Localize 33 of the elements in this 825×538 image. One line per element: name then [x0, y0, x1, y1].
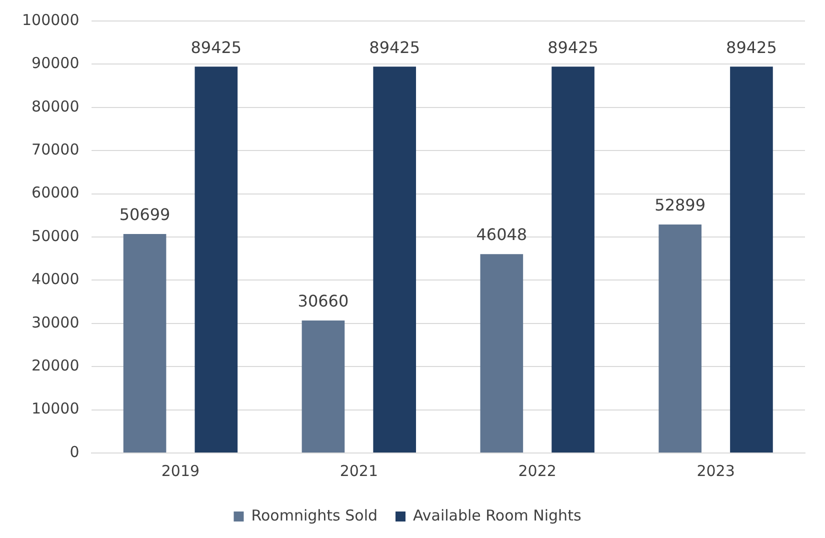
data-label: 46048	[476, 225, 528, 244]
bar	[658, 224, 702, 452]
data-label: 52899	[654, 196, 706, 215]
data-label: 89425	[548, 38, 598, 57]
x-tick-label: 2022	[518, 462, 556, 480]
x-tick-label: 2019	[161, 462, 200, 480]
y-tick-label: 60000	[32, 184, 80, 202]
y-tick-label: 100000	[22, 10, 80, 29]
bar	[123, 234, 166, 452]
bar	[480, 254, 524, 452]
y-tick-label: 0	[70, 442, 80, 461]
data-label: 89425	[190, 38, 242, 57]
data-label: 89425	[369, 38, 420, 57]
x-tick-label: 2021	[340, 462, 378, 480]
bar	[194, 66, 238, 452]
bar	[302, 320, 345, 452]
data-label: 50699	[119, 205, 170, 224]
bar	[730, 66, 773, 452]
y-tick-label: 40000	[32, 270, 80, 288]
legend-label: Roomnights Sold	[251, 506, 378, 524]
y-tick-label: 30000	[32, 313, 80, 332]
bar	[552, 66, 594, 452]
y-tick-label: 20000	[32, 356, 80, 374]
y-tick-label: 50000	[32, 226, 80, 245]
y-tick-label: 90000	[32, 54, 80, 72]
legend-label: Available Room Nights	[413, 506, 582, 524]
y-tick-label: 80000	[32, 97, 80, 116]
data-label: 89425	[726, 38, 777, 57]
data-label: 30660	[298, 292, 349, 311]
y-tick-label: 10000	[32, 400, 80, 418]
y-tick-label: 70000	[32, 140, 80, 158]
x-tick-label: 2023	[696, 462, 735, 480]
bar	[373, 66, 416, 452]
